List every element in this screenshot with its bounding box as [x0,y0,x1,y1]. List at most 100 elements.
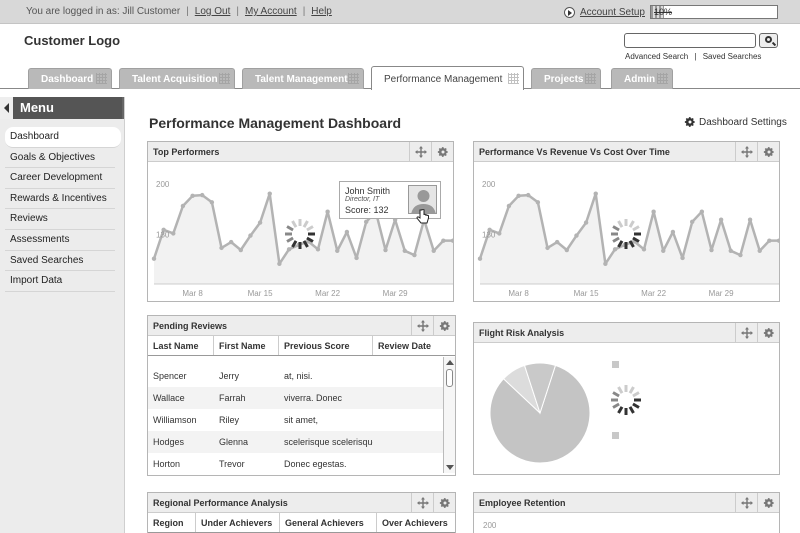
setup-progress-bar: 10% [650,5,778,19]
gear-icon[interactable] [431,142,453,162]
tab-dashboard[interactable]: Dashboard [28,68,112,89]
sidebar-item-rewards-incentives[interactable]: Rewards & Incentives [5,189,115,210]
move-icon[interactable] [735,142,757,162]
sidebar-item-goals-objectives[interactable]: Goals & Objectives [5,148,115,169]
column-header[interactable]: Region [148,513,196,532]
regional-performance-panel: Regional Performance Analysis Region Und… [147,492,456,533]
page-title: Performance Management Dashboard [149,115,402,131]
loading-spinner-segment [306,236,314,243]
tab-talent-management[interactable]: Talent Management [242,68,364,89]
data-point [161,227,166,233]
y-tick-label: 200 [482,180,496,189]
vertical-scrollbar[interactable] [443,357,455,473]
data-point [335,248,340,253]
gear-icon[interactable] [757,493,779,513]
play-icon[interactable] [563,6,575,18]
data-point [267,191,272,196]
y-tick-label: 200 [483,521,497,530]
table-header: Region Under Achievers General Achievers… [148,513,455,533]
gear-icon[interactable] [757,323,779,343]
gear-icon[interactable] [433,316,455,336]
move-icon[interactable] [735,493,757,513]
logout-link[interactable]: Log Out [194,6,231,17]
loading-spinner-segment [612,391,620,398]
gear-icon[interactable] [433,493,455,513]
table-row[interactable]: Spencer Jerry at, nisi. [153,371,313,381]
sidebar-item-career-development[interactable]: Career Development [5,168,115,189]
sidebar-item-import-data[interactable]: Import Data [5,271,115,292]
advanced-search-link[interactable]: Advanced Search [625,52,689,61]
data-point [363,219,369,225]
data-point [383,247,388,253]
data-point [450,238,453,243]
data-point [545,245,550,251]
sidebar-item-reviews[interactable]: Reviews [5,209,115,230]
panel-title: Performance Vs Revenue Vs Cost Over Time [479,147,670,157]
column-header[interactable]: Review Date [378,341,432,351]
panel-title: Employee Retention [479,498,566,508]
menu-title: Menu [20,100,54,115]
table-row[interactable]: Williamson Riley sit amet, [153,415,319,425]
sidebar-item-dashboard[interactable]: Dashboard [5,127,121,148]
account-setup-link[interactable]: Account Setup [579,6,645,18]
tab-admin[interactable]: Admin [611,68,673,89]
reviews-table-body: Spencer Jerry at, nisi. Wallace Farrah v… [148,356,455,475]
x-tick-label: Mar 8 [182,289,203,298]
scroll-down-icon[interactable] [446,465,454,470]
table-row[interactable]: Wallace Farrah viverra. Donec [148,387,455,409]
data-point [325,209,330,214]
tab-performance-management[interactable]: Performance Management [371,66,524,90]
sidebar-item-saved-searches[interactable]: Saved Searches [5,251,115,272]
scroll-up-icon[interactable] [446,360,454,365]
x-tick-label: Mar 22 [641,289,666,298]
data-point [564,247,570,253]
grip-icon [508,73,519,84]
top-performers-chart: 200 130 Mar 8 Mar 15 Mar 22 Mar 29 [151,180,453,298]
data-point [583,220,589,225]
column-header[interactable]: First Name [214,336,279,355]
gear-icon[interactable] [757,142,779,162]
saved-searches-link[interactable]: Saved Searches [702,52,762,61]
move-icon[interactable] [409,142,431,162]
sidebar-item-assessments[interactable]: Assessments [5,230,115,251]
column-header[interactable]: Over Achievers [382,518,448,528]
scroll-thumb[interactable] [446,369,453,387]
data-point [487,227,492,233]
avatar[interactable] [408,185,437,214]
loading-spinner-segment [632,236,640,243]
loading-spinner-segment [617,220,624,228]
data-point [651,209,656,214]
column-header[interactable]: General Achievers [280,513,377,532]
x-tick-label: Mar 8 [508,289,529,298]
data-point [747,217,753,222]
search-button[interactable] [759,33,778,48]
data-point [554,239,560,245]
tooltip-role: Director, IT [345,196,380,203]
dashboard-settings-link[interactable]: Dashboard Settings [684,116,787,128]
move-icon[interactable] [735,323,757,343]
x-tick-label: Mar 29 [709,289,734,298]
move-icon[interactable] [411,316,433,336]
data-point [757,248,762,253]
collapse-arrow-icon[interactable] [0,97,13,119]
data-point [728,248,733,253]
table-row[interactable]: Hodges Glenna scelerisque scelerisque [148,431,455,453]
tooltip-score: Score: 132 [345,205,389,215]
my-account-link[interactable]: My Account [244,6,297,17]
column-header[interactable]: Under Achievers [196,513,280,532]
performance-revenue-panel: Performance Vs Revenue Vs Cost Over Time… [473,141,780,302]
search-input[interactable] [624,33,756,48]
data-point [412,252,417,258]
column-header[interactable]: Last Name [148,336,214,355]
column-header[interactable]: Previous Score [279,336,373,355]
y-tick-label: 130 [482,230,496,239]
help-link[interactable]: Help [311,6,332,17]
move-icon[interactable] [411,493,433,513]
tab-projects[interactable]: Projects [531,68,601,89]
data-point [718,217,724,222]
data-point [209,200,215,205]
tab-talent-acquisition[interactable]: Talent Acquisition [119,68,235,89]
data-point [219,245,224,251]
table-row[interactable]: Horton Trevor Donec egestas. [153,459,347,469]
data-point [228,239,234,245]
